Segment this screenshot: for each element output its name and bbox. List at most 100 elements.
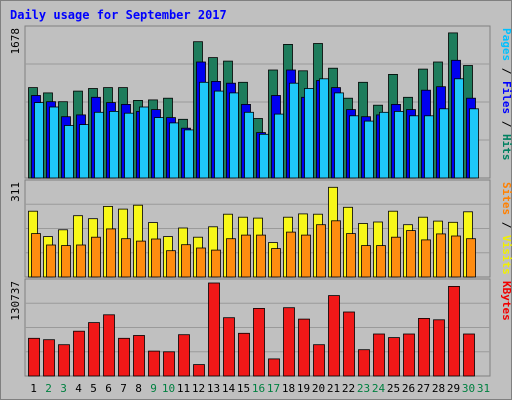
day-label: 25 [387, 382, 400, 395]
panel-sites-visits: 311 Sites / Visits [9, 179, 512, 278]
bar-sites-day-18 [286, 231, 296, 278]
day-label: 29 [447, 382, 460, 395]
bar-kbytes-day-28 [433, 319, 445, 377]
bar-kbytes-day-5 [88, 322, 100, 377]
bar-kbytes-day-10 [163, 351, 175, 377]
bar-sites-day-16 [256, 234, 266, 278]
bar-sites-day-21 [331, 220, 341, 278]
bar-kbytes-day-11 [178, 334, 190, 377]
bar-sites-day-14 [226, 238, 236, 278]
bar-kbytes-day-1 [28, 337, 40, 377]
bar-sites-day-13 [211, 249, 221, 278]
day-label: 9 [150, 382, 157, 395]
bar-pages-day-21 [334, 92, 344, 179]
bar-sites-day-5 [91, 236, 101, 278]
bar-sites-day-20 [316, 224, 326, 278]
bar-pages-day-27 [424, 115, 434, 179]
day-label: 12 [192, 382, 205, 395]
bar-sites-day-25 [391, 236, 401, 278]
bar-kbytes-day-7 [118, 337, 130, 377]
day-label: 5 [90, 382, 97, 395]
bar-pages-day-26 [409, 115, 419, 179]
bar-pages-day-13 [214, 90, 224, 179]
day-label: 6 [105, 382, 112, 395]
day-label: 30 [462, 382, 475, 395]
bar-sites-day-15 [241, 234, 251, 278]
legend-part: Hits [500, 134, 512, 161]
bar-pages-day-28 [439, 108, 449, 179]
bar-kbytes-day-2 [43, 339, 55, 377]
bar-kbytes-day-19 [298, 318, 310, 377]
bar-pages-day-29 [454, 78, 464, 179]
day-label: 19 [297, 382, 310, 395]
day-label: 16 [252, 382, 265, 395]
day-label: 11 [177, 382, 190, 395]
ymax-label: 311 [9, 182, 22, 202]
bar-pages-day-1 [34, 102, 44, 179]
bar-pages-day-24 [379, 111, 389, 179]
legend-part: KBytes [500, 281, 512, 321]
day-label: 17 [267, 382, 280, 395]
series-legend-label: Sites / Visits [500, 182, 512, 275]
bar-pages-day-14 [229, 92, 239, 179]
day-label: 8 [135, 382, 142, 395]
day-label: 27 [417, 382, 430, 395]
bar-sites-day-29 [451, 235, 461, 278]
day-label: 21 [327, 382, 340, 395]
bar-sites-day-23 [361, 245, 371, 278]
bar-pages-day-23 [364, 120, 374, 179]
bar-sites-day-11 [181, 244, 191, 278]
bar-sites-day-3 [61, 245, 71, 278]
bar-kbytes-day-13 [208, 282, 220, 377]
day-label: 2 [45, 382, 52, 395]
bar-kbytes-day-17 [268, 358, 280, 377]
bar-kbytes-day-25 [388, 337, 400, 377]
bar-pages-day-18 [289, 82, 299, 179]
bar-sites-day-6 [106, 228, 116, 278]
bar-sites-day-10 [166, 250, 176, 278]
day-label: 20 [312, 382, 325, 395]
bar-pages-day-7 [124, 112, 134, 179]
ymax-label: 1678 [9, 28, 22, 55]
day-label: 24 [372, 382, 386, 395]
bar-pages-day-19 [304, 88, 314, 179]
bar-sites-day-24 [376, 245, 386, 278]
bar-pages-day-5 [94, 111, 104, 179]
bar-kbytes-day-3 [58, 344, 70, 377]
bar-pages-day-16 [259, 133, 269, 179]
bar-kbytes-day-15 [238, 332, 250, 377]
series-legend-label: Pages / Files / Hits [500, 28, 512, 161]
bar-sites-day-7 [121, 238, 131, 278]
bar-sites-day-30 [466, 238, 476, 278]
bar-kbytes-day-23 [358, 349, 370, 377]
bar-pages-day-25 [394, 111, 404, 179]
bar-kbytes-day-9 [148, 350, 160, 377]
bar-kbytes-day-6 [103, 314, 115, 377]
day-label: 10 [162, 382, 175, 395]
day-label: 4 [75, 382, 82, 395]
bar-kbytes-day-12 [193, 364, 205, 377]
bar-kbytes-day-22 [343, 311, 355, 377]
day-label: 1 [30, 382, 37, 395]
bar-kbytes-day-21 [328, 295, 340, 377]
bar-kbytes-day-8 [133, 335, 145, 377]
bar-pages-day-17 [274, 113, 284, 179]
bar-sites-day-28 [436, 233, 446, 278]
bar-pages-day-2 [49, 106, 59, 179]
day-label: 23 [357, 382, 370, 395]
day-label: 13 [207, 382, 220, 395]
series-legend-label: KBytes [500, 281, 512, 321]
bar-kbytes-day-20 [313, 344, 325, 377]
bar-pages-day-6 [109, 111, 119, 179]
bar-pages-day-8 [139, 106, 149, 179]
bar-kbytes-day-4 [73, 330, 85, 377]
bar-sites-day-27 [421, 239, 431, 278]
day-label: 18 [282, 382, 295, 395]
bar-kbytes-day-18 [283, 307, 295, 377]
day-label: 28 [432, 382, 445, 395]
legend-part: / [500, 61, 512, 81]
bar-sites-day-12 [196, 247, 206, 278]
bar-pages-day-15 [244, 111, 254, 179]
legend-part: / [500, 215, 512, 235]
series-kbytes [28, 282, 475, 377]
